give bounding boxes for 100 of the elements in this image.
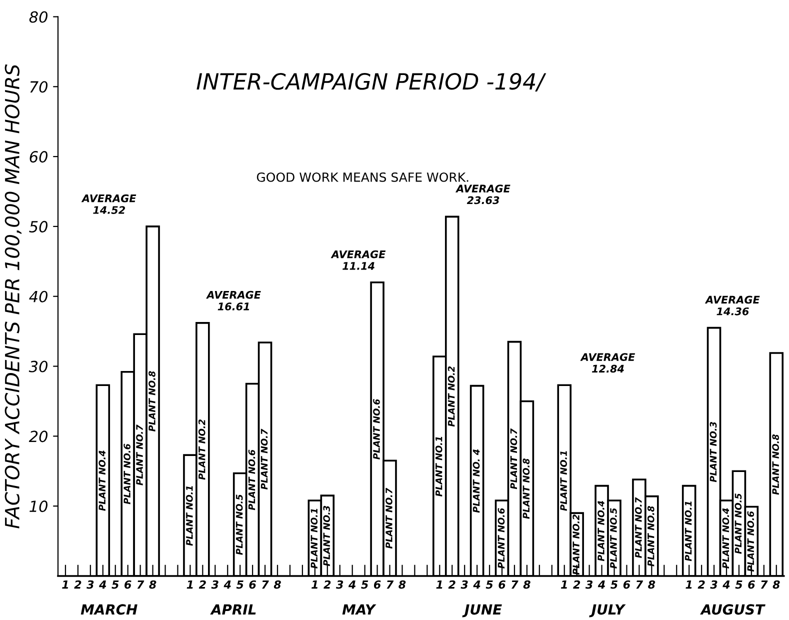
annotation: PLANT NO.2 bbox=[448, 366, 455, 427]
annotation: PLANT NO. 4 bbox=[472, 449, 480, 513]
annotation: PLANT NO.8 bbox=[148, 371, 156, 432]
x-tick-label: 5 bbox=[735, 580, 742, 589]
y-tick-label: 60 bbox=[30, 151, 48, 163]
x-tick-label: 5 bbox=[361, 580, 368, 589]
x-tick-label: 4 bbox=[348, 580, 356, 589]
annotation: PLANT NO.1 bbox=[560, 451, 567, 511]
x-tick-label: 3 bbox=[211, 580, 218, 589]
x-tick-label: 1 bbox=[62, 580, 68, 589]
x-tick-label: 8 bbox=[648, 580, 656, 589]
annotation: PLANT NO.4 bbox=[598, 500, 604, 562]
x-tick-label: 5 bbox=[112, 580, 119, 589]
annotation: PLANT NO.4 bbox=[722, 508, 730, 569]
x-tick-label: 4 bbox=[224, 580, 231, 589]
y-tick-label: 40 bbox=[29, 290, 48, 302]
text: GOOD WORK MEANS SAFE WORK. bbox=[256, 172, 468, 182]
x-tick-label: 6 bbox=[249, 580, 256, 589]
annotation: PLANT NO.8 bbox=[772, 434, 780, 495]
annotation: AVERAGE 14.52 bbox=[81, 194, 136, 214]
x-tick-label: 2 bbox=[198, 580, 206, 589]
annotation: PLANT NO.6 bbox=[498, 508, 505, 569]
x-tick-label: 3 bbox=[710, 580, 718, 589]
annotation: PLANT NO.5 bbox=[610, 508, 617, 569]
y-tick-label: 30 bbox=[28, 360, 48, 372]
x-tick-label: 2 bbox=[698, 580, 705, 589]
x-tick-label: 1 bbox=[186, 580, 193, 589]
x-tick-label: 7 bbox=[760, 580, 768, 589]
text: MARCH bbox=[80, 604, 138, 615]
annotation: PLANT NO.7 bbox=[634, 497, 642, 558]
x-tick-label: 6 bbox=[748, 580, 755, 589]
x-tick-label: 1 bbox=[436, 580, 442, 589]
annotation: AVERAGE 23.63 bbox=[455, 184, 510, 204]
text: INTER-CAMPAIGN PERIOD -194/ bbox=[196, 72, 546, 92]
x-tick-label: 3 bbox=[585, 580, 593, 589]
annotation: PLANT NO.6 bbox=[248, 450, 256, 510]
annotation: AVERAGE 12.84 bbox=[580, 353, 636, 373]
x-tick-label: 7 bbox=[386, 580, 394, 589]
annotation: PLANT NO.8 bbox=[647, 506, 654, 566]
y-tick-label: 20 bbox=[28, 430, 48, 442]
x-tick-label: 2 bbox=[74, 580, 82, 589]
x-tick-label: 8 bbox=[274, 580, 281, 589]
text: APRIL bbox=[210, 604, 256, 614]
y-tick-label: 70 bbox=[30, 81, 48, 93]
annotation: PLANT NO.1 bbox=[684, 501, 692, 562]
x-tick-label: 8 bbox=[149, 580, 156, 589]
annotation: AVERAGE 14.36 bbox=[704, 296, 760, 316]
x-tick-label: 2 bbox=[448, 580, 456, 589]
x-tick-label: 3 bbox=[86, 580, 94, 589]
x-tick-label: 5 bbox=[236, 580, 244, 589]
x-tick-label: 6 bbox=[623, 580, 630, 589]
text: JULY bbox=[589, 604, 626, 618]
x-tick-label: 1 bbox=[312, 580, 318, 589]
y-tick-label: 50 bbox=[29, 220, 48, 232]
x-tick-label: 8 bbox=[398, 580, 406, 589]
x-tick-label: 5 bbox=[486, 580, 493, 589]
x-tick-label: 6 bbox=[498, 580, 506, 589]
annotation: PLANT NO.4 bbox=[98, 450, 106, 511]
x-tick-label: 4 bbox=[99, 580, 106, 589]
annotation: AVERAGE 16.61 bbox=[206, 290, 261, 310]
annotation: PLANT NO.8 bbox=[522, 458, 530, 519]
annotation: PLANT NO.2 bbox=[198, 419, 206, 480]
y-axis-title: FACTORY ACCIDENTS PER 100,000 MAN HOURS bbox=[4, 64, 22, 528]
annotation: PLANT NO.7 bbox=[136, 424, 143, 486]
x-tick-label: 4 bbox=[473, 580, 480, 589]
text: AUGUST bbox=[700, 604, 766, 615]
annotation: PLANT NO.6 bbox=[373, 399, 380, 460]
annotation: PLANT NO.7 bbox=[386, 488, 392, 549]
x-tick-label: 2 bbox=[324, 580, 331, 589]
annotation: PLANT NO.5 bbox=[236, 494, 243, 555]
annotation: AVERAGE 11.14 bbox=[330, 250, 386, 270]
annotation: PLANT NO.3 bbox=[710, 422, 717, 482]
x-tick-label: 1 bbox=[560, 580, 567, 589]
annotation: PLANT NO.7 bbox=[510, 428, 518, 490]
x-tick-label: 8 bbox=[523, 580, 530, 589]
x-tick-label: 7 bbox=[636, 580, 644, 589]
x-tick-label: 5 bbox=[610, 580, 618, 589]
x-tick-label: 3 bbox=[336, 580, 344, 589]
annotation: PLANT NO.7 bbox=[260, 428, 268, 490]
annotation: PLANT NO.1 bbox=[310, 508, 318, 569]
x-tick-label: 8 bbox=[772, 580, 780, 589]
x-tick-label: 6 bbox=[374, 580, 381, 589]
annotation: PLANT NO.1 bbox=[435, 436, 442, 497]
text: MAY bbox=[342, 604, 376, 614]
annotation: PLANT NO.3 bbox=[323, 506, 330, 566]
y-tick-label: 80 bbox=[29, 11, 48, 23]
x-tick-label: 3 bbox=[460, 580, 468, 589]
x-tick-label: 1 bbox=[686, 580, 692, 589]
text: JUNE bbox=[462, 604, 502, 618]
annotation: PLANT NO.5 bbox=[734, 494, 742, 554]
x-tick-label: 4 bbox=[598, 580, 605, 589]
annotation: PLANT NO.1 bbox=[186, 486, 193, 546]
x-tick-label: 7 bbox=[137, 580, 144, 589]
x-tick-label: 2 bbox=[573, 580, 580, 589]
x-tick-label: 4 bbox=[722, 580, 730, 589]
x-tick-label: 6 bbox=[124, 580, 132, 589]
annotation: PLANT NO.2 bbox=[572, 514, 580, 575]
annotation: PLANT NO.6 bbox=[747, 511, 754, 572]
x-tick-label: 7 bbox=[511, 580, 518, 589]
annotation: PLANT NO.6 bbox=[124, 444, 130, 504]
